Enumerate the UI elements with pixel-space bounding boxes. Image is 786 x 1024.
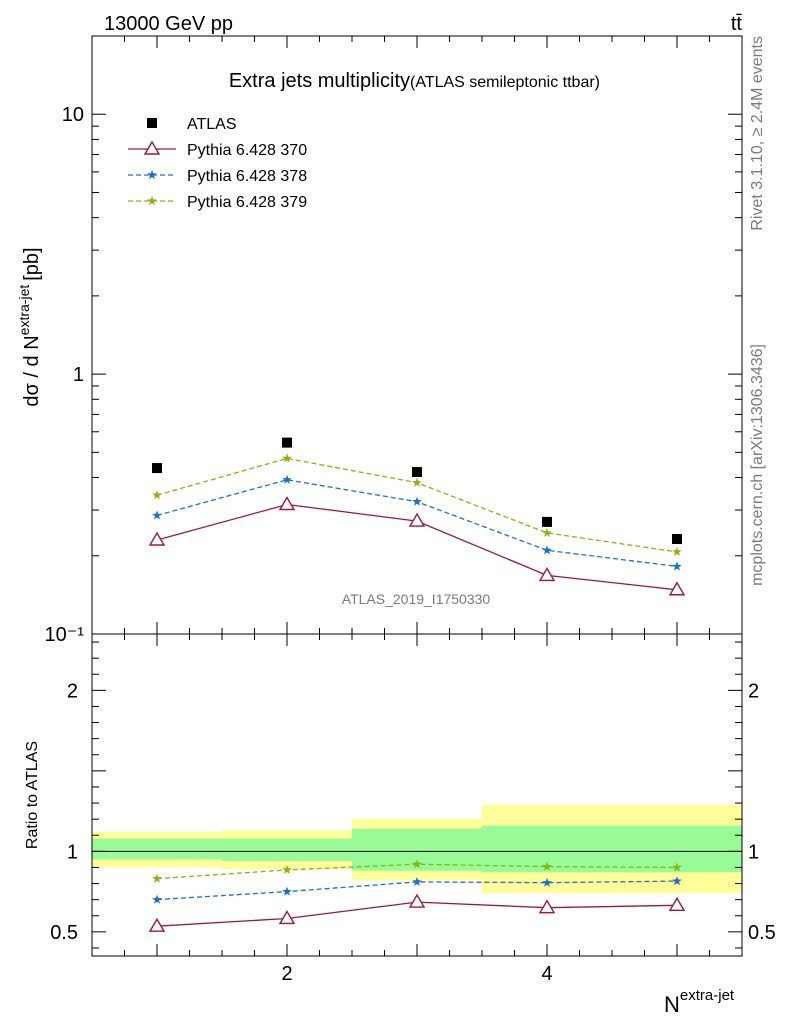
ratio-series-2: [152, 859, 682, 883]
data-point-marker: [672, 876, 682, 886]
x-axis-label: Nextra-jet: [664, 987, 735, 1017]
legend-label: Pythia 6.428 379: [187, 194, 307, 211]
ratio-series-group: [148, 859, 686, 932]
ratio-band-green: [482, 825, 742, 873]
x-label-text: N: [664, 992, 680, 1017]
ratio-series-0: [148, 893, 686, 932]
axis-ticks: 2 4 10 1 10⁻¹ 2 2 1 1 0.5 0.5: [45, 35, 776, 985]
data-point-marker: [147, 196, 157, 205]
ratio-y-tick-label-right: 0.5: [748, 922, 776, 944]
main-y-label-unit: [pb]: [21, 247, 43, 280]
ratio-y-tick-label: 2: [67, 680, 78, 702]
main-series-0: [152, 437, 682, 545]
data-point-marker: [408, 893, 426, 908]
main-series-1: [148, 496, 686, 596]
data-point-marker: [147, 170, 157, 179]
watermark-label: ATLAS_2019_I1750330: [342, 591, 491, 607]
legend: ATLAS Pythia 6.428 370 Pythia 6.428 378 Pyt…: [128, 116, 307, 211]
data-point-marker: [412, 477, 422, 487]
header-process-label: tt̄: [731, 13, 743, 35]
legend-entry: Pythia 6.428 379: [128, 194, 307, 211]
main-series-3: [152, 453, 682, 556]
chart-subtitle: (ATLAS semileptonic ttbar): [410, 74, 600, 91]
legend-label: Pythia 6.428 370: [187, 142, 307, 159]
main-series-2: [152, 474, 682, 571]
x-tick-label: 2: [281, 963, 292, 985]
legend-label: ATLAS: [187, 116, 237, 133]
data-point-marker: [542, 516, 552, 527]
data-point-marker: [148, 531, 166, 546]
ratio-y-tick-label: 0.5: [50, 922, 78, 944]
data-point-marker: [143, 140, 161, 155]
data-point-marker: [672, 534, 682, 545]
main-series-group: [148, 437, 686, 596]
data-point-marker: [412, 496, 422, 506]
svg-text:dσ / d Nextra-jet[pb]: dσ / d Nextra-jet [pb]: [16, 247, 43, 406]
ratio-band-green: [222, 838, 352, 862]
header-energy-label: 13000 GeV pp: [104, 13, 233, 35]
data-point-marker: [412, 467, 422, 478]
data-point-marker: [278, 910, 296, 925]
data-point-marker: [538, 567, 556, 582]
data-point-marker: [282, 437, 292, 448]
data-point-marker: [672, 561, 682, 571]
main-y-axis-label: dσ / d Nextra-jet [pb]: [16, 247, 43, 406]
ratio-y-axis-label: Ratio to ATLAS: [24, 741, 41, 849]
data-point-marker: [152, 490, 162, 500]
side-text-rivet: Rivet 3.1.10, ≥ 2.4M events: [749, 36, 766, 231]
legend-entry: ATLAS: [147, 116, 237, 133]
x-label-sup: extra-jet: [680, 987, 735, 1004]
data-point-marker: [412, 859, 422, 869]
data-point-marker: [672, 546, 682, 556]
ratio-plot-area: [91, 633, 743, 957]
data-point-marker: [148, 917, 166, 932]
ratio-series-1: [152, 876, 682, 904]
data-point-marker: [282, 453, 292, 463]
data-point-marker: [152, 463, 162, 474]
data-point-marker: [152, 894, 162, 904]
data-point-marker: [542, 527, 552, 537]
main-y-tick-label: 10: [62, 104, 84, 126]
data-point-marker: [282, 474, 292, 484]
ratio-y-tick-label-right: 1: [748, 841, 759, 863]
data-point-marker: [542, 861, 552, 871]
ratio-y-tick-label-right: 2: [748, 680, 759, 702]
data-point-marker: [278, 496, 296, 511]
main-y-label-text: dσ / d N: [21, 335, 43, 406]
legend-entry: Pythia 6.428 370: [128, 140, 307, 159]
x-tick-label: 4: [541, 963, 552, 985]
data-point-marker: [538, 899, 556, 914]
data-point-marker: [152, 510, 162, 520]
data-point-marker: [408, 512, 426, 527]
data-point-marker: [542, 877, 552, 887]
chart-title: Extra jets multiplicity: [229, 70, 410, 92]
ratio-y-tick-label: 1: [67, 841, 78, 863]
legend-entry: Pythia 6.428 378: [128, 168, 307, 185]
data-point-marker: [152, 873, 162, 883]
main-y-tick-label: 10⁻¹: [45, 624, 85, 646]
main-y-tick-label: 1: [73, 364, 84, 386]
legend-label: Pythia 6.428 378: [187, 168, 307, 185]
ratio-band-green: [92, 838, 222, 860]
data-point-marker: [668, 896, 686, 911]
data-point-marker: [282, 864, 292, 874]
data-point-marker: [668, 581, 686, 596]
main-y-label-sup: extra-jet: [16, 285, 32, 336]
data-point-marker: [542, 545, 552, 555]
data-point-marker: [282, 886, 292, 896]
data-point-marker: [672, 862, 682, 872]
data-point-marker: [147, 118, 157, 128]
data-point-marker: [412, 876, 422, 886]
side-text-mcplots: mcplots.cern.ch [arXiv:1306.3436]: [749, 344, 766, 586]
